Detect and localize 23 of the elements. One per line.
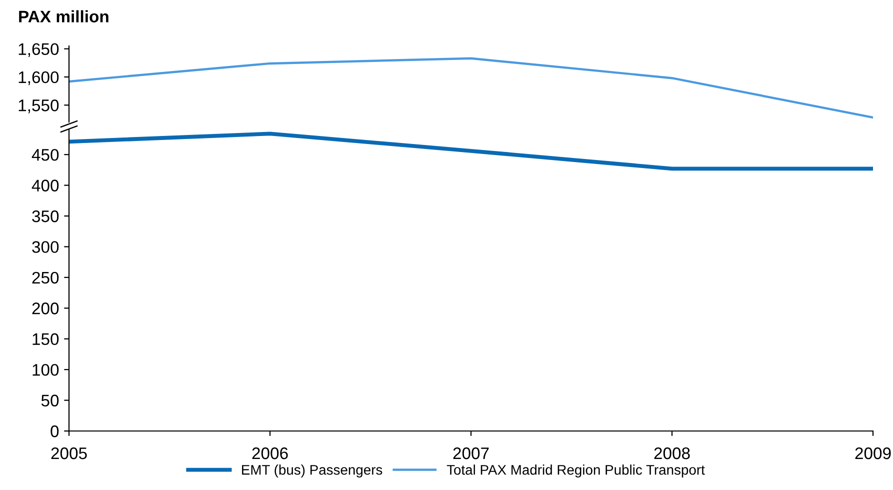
y-tick-label: 1,550 xyxy=(18,100,59,114)
line-series xyxy=(69,132,873,171)
y-tick-label: 400 xyxy=(32,180,59,192)
y-tick-label: 1,600 xyxy=(18,71,59,86)
y-tick-label: 50 xyxy=(41,394,59,406)
y-tick-label: 1,650 xyxy=(18,43,59,57)
y-tick-label: 100 xyxy=(32,364,59,376)
y-tick-label: 350 xyxy=(32,210,59,222)
y-tick-label: 0 xyxy=(50,425,59,438)
legend-label: Total PAX Madrid Region Public Transport xyxy=(446,464,705,478)
x-tick-label: 2007 xyxy=(453,447,489,460)
x-tick-label: 2005 xyxy=(51,447,87,460)
y-tick-label: 450 xyxy=(32,148,59,161)
y-tick-label: 150 xyxy=(32,333,59,346)
x-tick-label: 2008 xyxy=(654,447,690,460)
x-tick-label: 2009 xyxy=(855,447,891,460)
y-tick-label: 200 xyxy=(32,302,59,314)
x-tick-label: 2006 xyxy=(252,447,288,460)
line-series xyxy=(69,57,873,119)
y-tick-label: 300 xyxy=(32,241,59,253)
legend-label: EMT (bus) Passengers xyxy=(242,464,382,478)
chart-title: PAX million xyxy=(19,10,108,22)
y-tick-label: 250 xyxy=(32,272,59,284)
